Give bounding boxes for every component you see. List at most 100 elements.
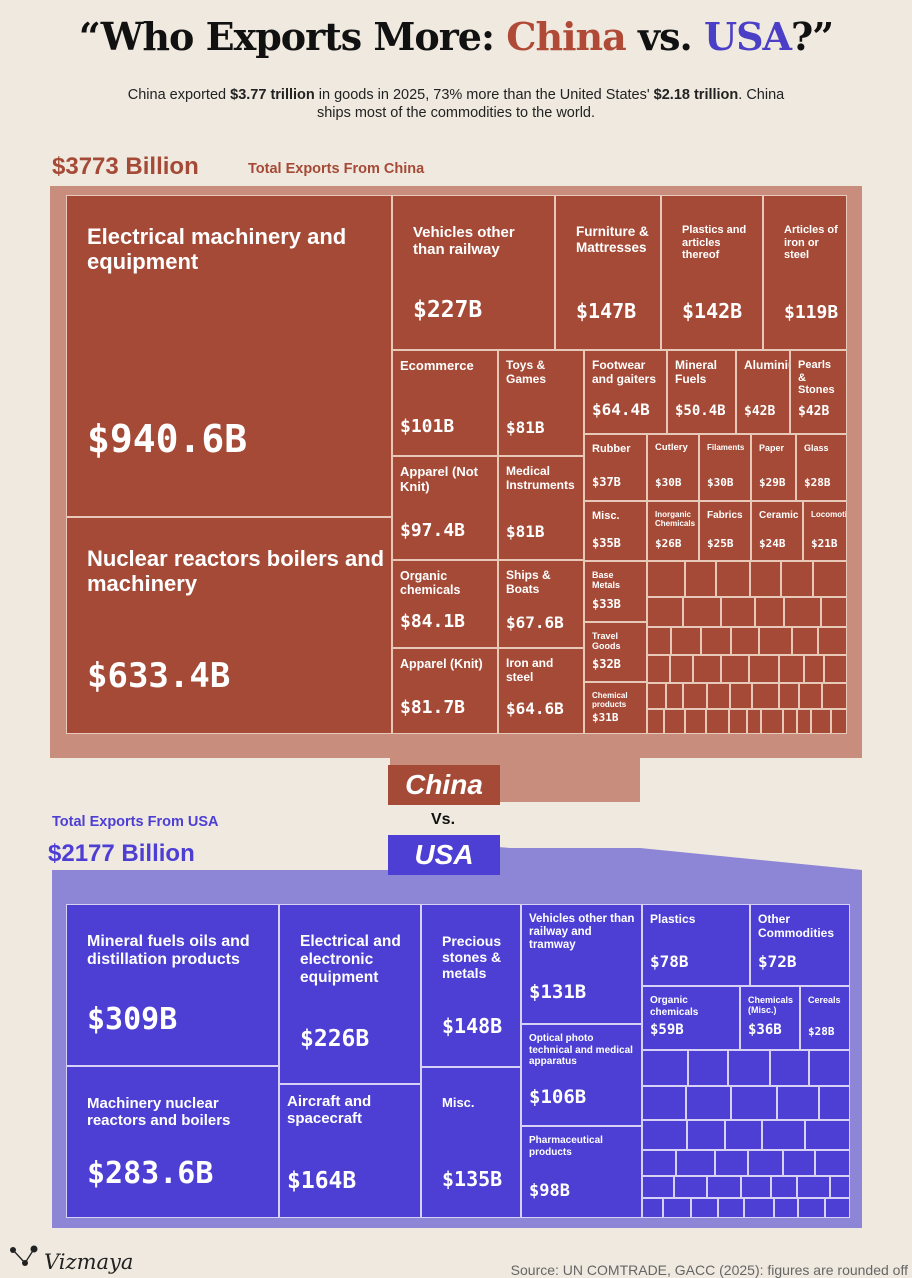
minor-cell (684, 561, 717, 597)
category-label: Electrical and electronic equipment (300, 933, 401, 986)
minor-cell (820, 597, 847, 627)
source-note: Source: UN COMTRADE, GACC (2025): figure… (510, 1262, 908, 1278)
minor-cell (642, 1150, 677, 1176)
minor-cell (647, 683, 666, 709)
treemap-cell: Organic chemicals $84.1B (392, 560, 498, 648)
value-label: $72B (758, 952, 797, 972)
minor-cell (809, 1050, 850, 1086)
category-label: Machinery nuclear reactors and boilers (87, 1095, 231, 1130)
value-label: $148B (442, 1014, 503, 1039)
category-label: Organic chemicals (400, 569, 461, 598)
minor-cell (741, 1176, 772, 1198)
category-label: Cutlery (655, 442, 688, 453)
minor-cell (830, 709, 847, 734)
treemap-cell: Furniture & Mattresses $147B (555, 195, 661, 350)
minor-cell (797, 709, 811, 734)
treemap-cell: Ecommerce $101B (392, 350, 498, 456)
minor-cell (798, 683, 822, 709)
minor-cell (663, 709, 685, 734)
minor-cell (743, 1198, 774, 1218)
minor-cell (778, 683, 799, 709)
value-label: $147B (576, 298, 637, 323)
treemap-cell: Organic chemicals $59B (642, 986, 740, 1050)
minor-cell (642, 1086, 686, 1120)
minor-cell (782, 709, 798, 734)
category-label: Paper (759, 443, 785, 453)
treemap-cell: Travel Goods $32B (584, 622, 647, 682)
value-label: $32B (592, 656, 621, 671)
minor-cell (727, 1050, 770, 1086)
treemap-cell: Electrical machinery and equipment $940.6… (66, 195, 392, 517)
minor-cell (798, 1198, 825, 1218)
treemap-cell: Misc. $35B (584, 501, 647, 561)
minor-cell (730, 683, 753, 709)
category-label: Inorganic Chemicals (655, 510, 696, 529)
value-label: $30B (655, 475, 682, 489)
minor-cell (748, 655, 779, 683)
minor-cell (725, 1120, 762, 1150)
value-label: $35B (592, 535, 621, 550)
value-label: $28B (804, 475, 831, 489)
treemap-cell: Toys & Games $81B (498, 350, 584, 456)
category-label: Locomotives (811, 510, 847, 519)
treemap-cell: Fabrics $25B (699, 501, 751, 561)
minor-cell (769, 1050, 809, 1086)
minor-cell (824, 1198, 850, 1218)
value-label: $42B (798, 403, 830, 419)
minor-cell (730, 627, 759, 655)
minor-cell (686, 1086, 731, 1120)
value-label: $21B (811, 536, 838, 550)
value-label: $36B (748, 1022, 782, 1039)
category-label: Vehicles other than railway and tramway (529, 913, 635, 952)
category-label: Plastics and articles thereof (682, 224, 747, 262)
minor-cell (777, 1086, 819, 1120)
minor-cell (642, 1050, 688, 1086)
treemap-cell: Locomotives $21B (803, 501, 847, 561)
category-label: Ships & Boats (506, 568, 551, 596)
minor-cell (750, 561, 781, 597)
minor-cell (647, 709, 664, 734)
category-label: Apparel (Not Knit) (400, 464, 478, 494)
category-label: Mineral fuels oils and distillation prod… (87, 933, 250, 969)
value-label: $78B (650, 952, 689, 972)
category-label: Glass (804, 443, 829, 453)
minor-cell (683, 683, 708, 709)
minor-cell (669, 655, 694, 683)
minor-cell (676, 1150, 715, 1176)
treemap-cell: Paper $29B (751, 434, 796, 501)
minor-cell (762, 1120, 806, 1150)
minor-cell (771, 1176, 797, 1198)
treemap-cell: Articles of iron or steel $119B (763, 195, 847, 350)
category-label: Articles of iron or steel (784, 224, 838, 262)
value-label: $135B (442, 1167, 503, 1192)
treemap-cell: Base Metals $33B (584, 561, 647, 622)
category-label: Aluminium (744, 358, 789, 372)
minor-cell (728, 709, 747, 734)
treemap-cell: Plastics and articles thereof $142B (661, 195, 763, 350)
treemap-cell: Filaments $30B (699, 434, 751, 501)
minor-cell (642, 1120, 688, 1150)
minor-cell (829, 1176, 850, 1198)
minor-cell (670, 627, 702, 655)
treemap-cell: Aircraft and spacecraft $164B (279, 1084, 421, 1218)
value-label: $101B (400, 415, 455, 437)
treemap-cell: Vehicles other than railway $227B (392, 195, 555, 350)
value-label: $226B (300, 1026, 370, 1053)
minor-cell (674, 1176, 707, 1198)
treemap-cell: Nuclear reactors boilers and machinery $6… (66, 517, 392, 734)
minor-cell (683, 597, 722, 627)
minor-cell (818, 1086, 850, 1120)
treemap-cell: Mineral Fuels $50.4B (667, 350, 736, 434)
minor-cell (752, 683, 779, 709)
minor-cell (693, 655, 721, 683)
minor-cell (818, 627, 847, 655)
minor-cell (780, 561, 814, 597)
treemap-cell: Iron and steel $64.6B (498, 648, 584, 734)
minor-cell (687, 1050, 728, 1086)
minor-cell (701, 627, 731, 655)
subtitle: China exported $3.77 trillion in goods i… (127, 87, 785, 121)
value-label: $31B (592, 711, 619, 725)
value-label: $98B (529, 1181, 570, 1202)
treemap-cell: Aluminium $42B (736, 350, 790, 434)
treemap-cell: Pharmaceutical products $98B (521, 1126, 642, 1218)
